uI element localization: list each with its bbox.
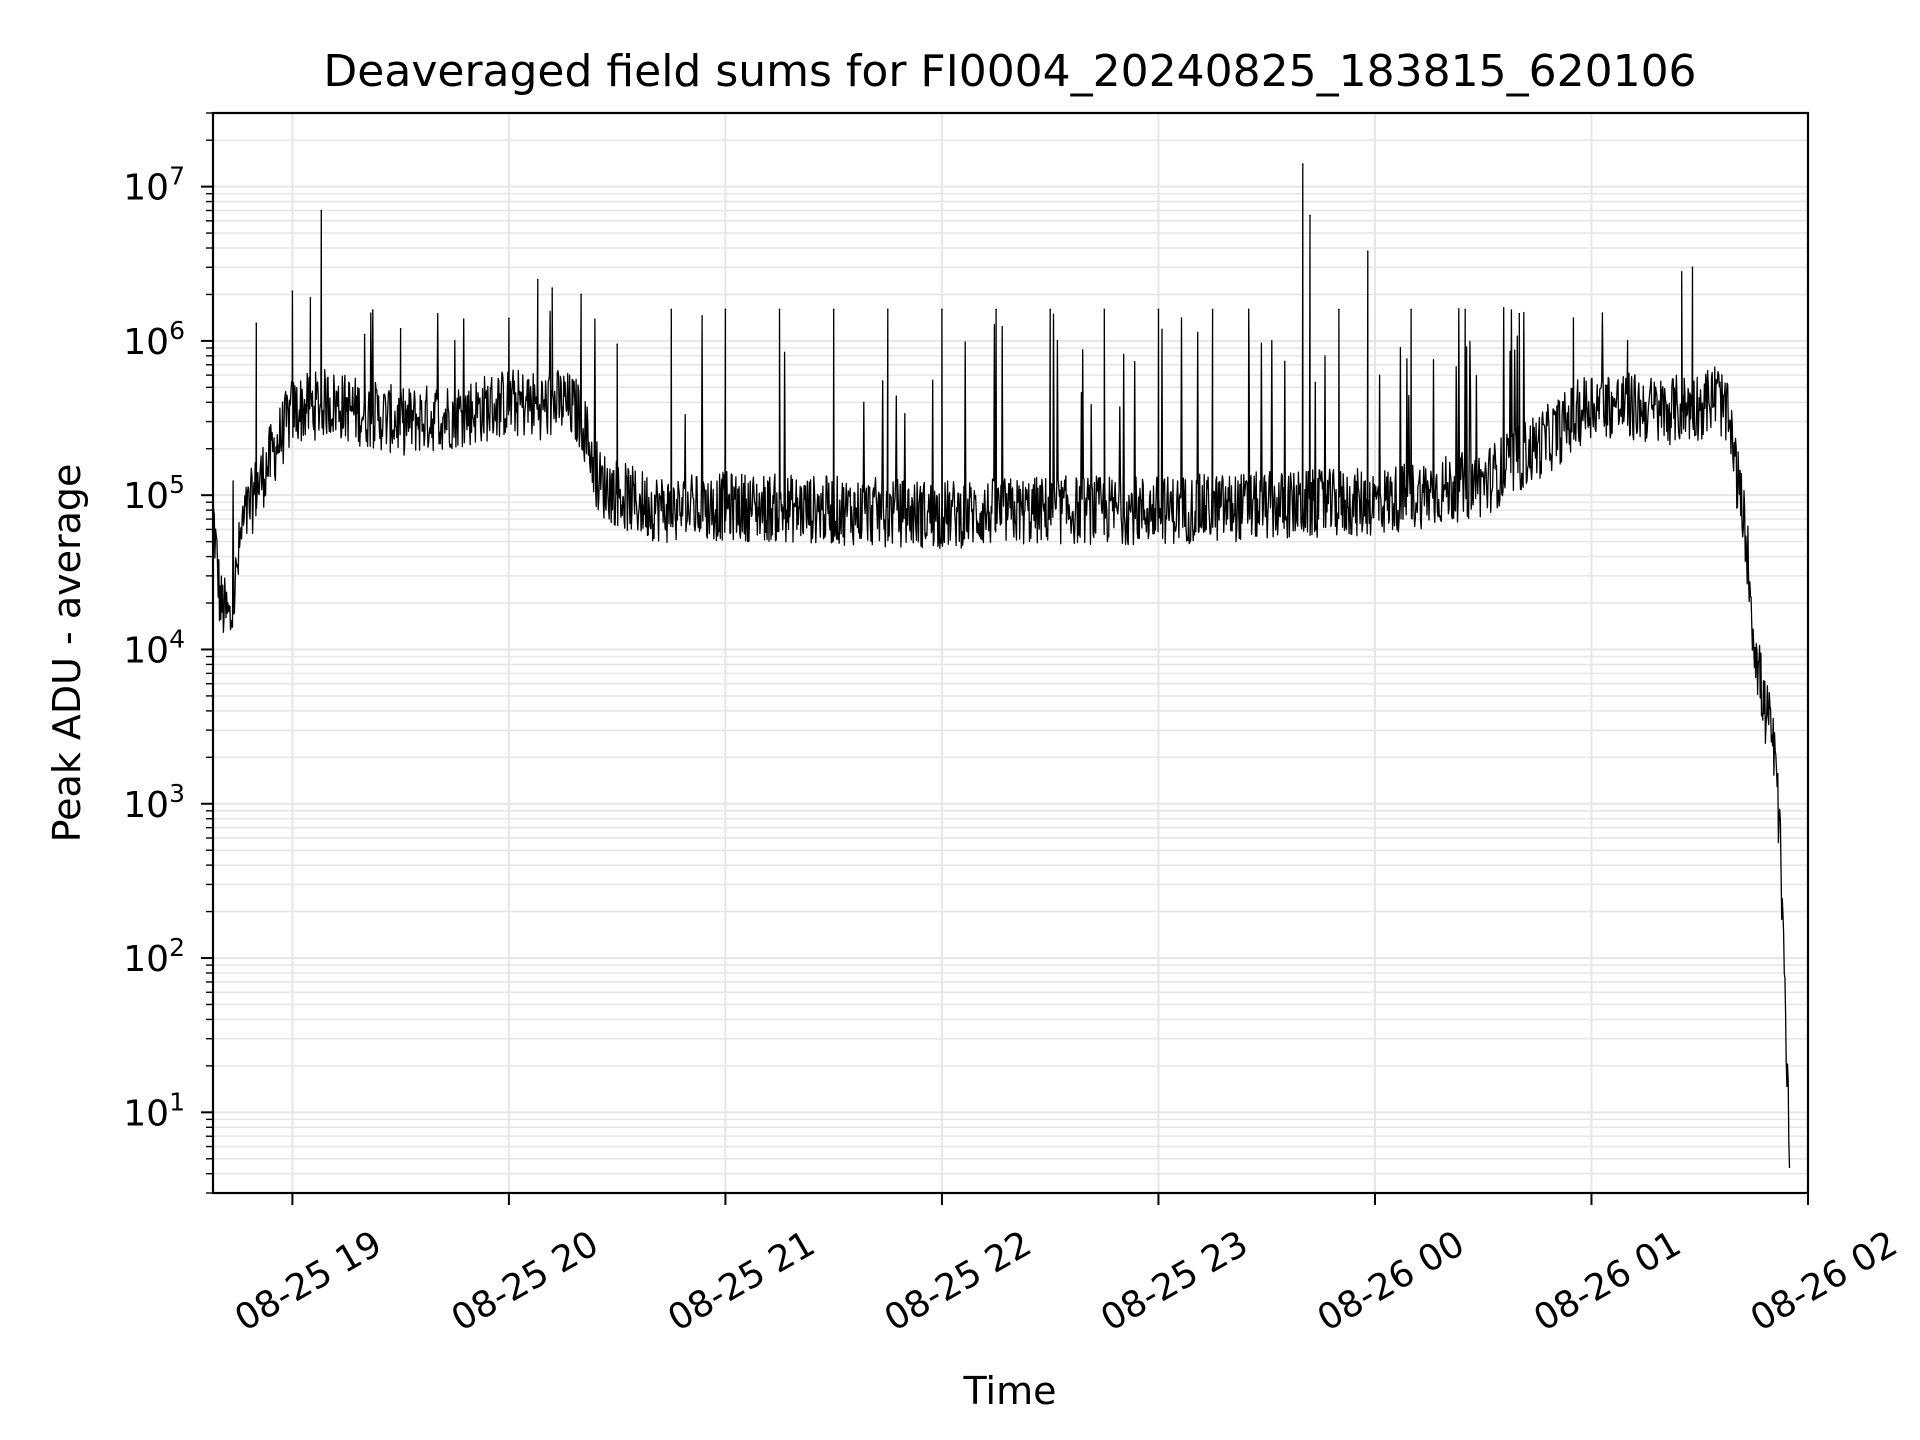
peak-point xyxy=(1410,308,1412,311)
peak-point xyxy=(1309,214,1311,217)
peak-point xyxy=(291,290,294,292)
chart-title: Deaveraged field sums for FI0004_2024082… xyxy=(323,46,1696,97)
y-tick-label: 105 xyxy=(123,470,185,517)
grid xyxy=(213,112,1809,1194)
peak-point xyxy=(778,308,781,311)
y-tick-label: 106 xyxy=(123,316,185,363)
peak-point xyxy=(508,317,510,320)
peak-point xyxy=(1338,308,1340,311)
x-axis-label: Time xyxy=(963,1369,1057,1413)
y-tick-exponent: 6 xyxy=(169,316,185,345)
peak-point xyxy=(1680,271,1683,273)
y-tick-label: 104 xyxy=(123,624,185,671)
peak-point xyxy=(255,322,258,325)
series-layer xyxy=(212,163,1791,1169)
y-tick-base: 10 xyxy=(123,1093,169,1134)
peak-point xyxy=(1691,266,1694,269)
y-tick-base: 10 xyxy=(123,630,169,671)
peak-point xyxy=(363,333,366,336)
y-tick-exponent: 3 xyxy=(169,779,185,808)
peak-point xyxy=(309,297,312,299)
peak-point xyxy=(887,308,889,311)
y-tick-base: 10 xyxy=(123,168,169,209)
peak-point xyxy=(1464,308,1466,311)
peak-point xyxy=(580,293,582,296)
y-tick-base: 10 xyxy=(123,476,169,517)
peak-point xyxy=(1572,317,1575,320)
y-tick-exponent: 2 xyxy=(169,933,185,962)
y-tick-exponent: 7 xyxy=(169,162,185,191)
peak-point xyxy=(1301,163,1304,165)
peak-point xyxy=(724,308,727,311)
y-tick-label: 107 xyxy=(123,162,185,209)
peak-point xyxy=(832,308,835,311)
peak-point xyxy=(1211,308,1214,311)
y-tick-base: 10 xyxy=(123,322,169,363)
y-tick-base: 10 xyxy=(123,785,169,826)
peak-point xyxy=(1247,308,1250,311)
peak-point xyxy=(1049,308,1051,311)
series-line xyxy=(212,163,1791,1169)
y-tick-base: 10 xyxy=(123,939,169,980)
y-tick-label: 101 xyxy=(123,1087,185,1134)
peak-point xyxy=(536,278,539,281)
peak-point xyxy=(1626,340,1629,342)
peak-point xyxy=(995,308,997,311)
y-axis-label: Peak ADU - average xyxy=(45,464,89,843)
y-tick-exponent: 5 xyxy=(169,470,185,499)
peak-point xyxy=(1103,308,1106,311)
peak-point xyxy=(616,343,618,346)
y-tick-exponent: 4 xyxy=(169,624,185,653)
peak-point xyxy=(1366,250,1369,253)
peak-point xyxy=(399,327,402,330)
peak-point xyxy=(1157,308,1160,311)
peak-point xyxy=(320,209,323,212)
y-tick-label: 102 xyxy=(123,933,185,980)
peak-point xyxy=(670,308,673,311)
peak-point xyxy=(1518,312,1521,315)
peak-point xyxy=(551,287,554,289)
y-tick-label: 103 xyxy=(123,779,185,826)
peak-point xyxy=(941,308,943,311)
y-tick-exponent: 1 xyxy=(169,1087,185,1116)
peak-point xyxy=(453,340,456,342)
plot-frame xyxy=(211,111,1810,1195)
